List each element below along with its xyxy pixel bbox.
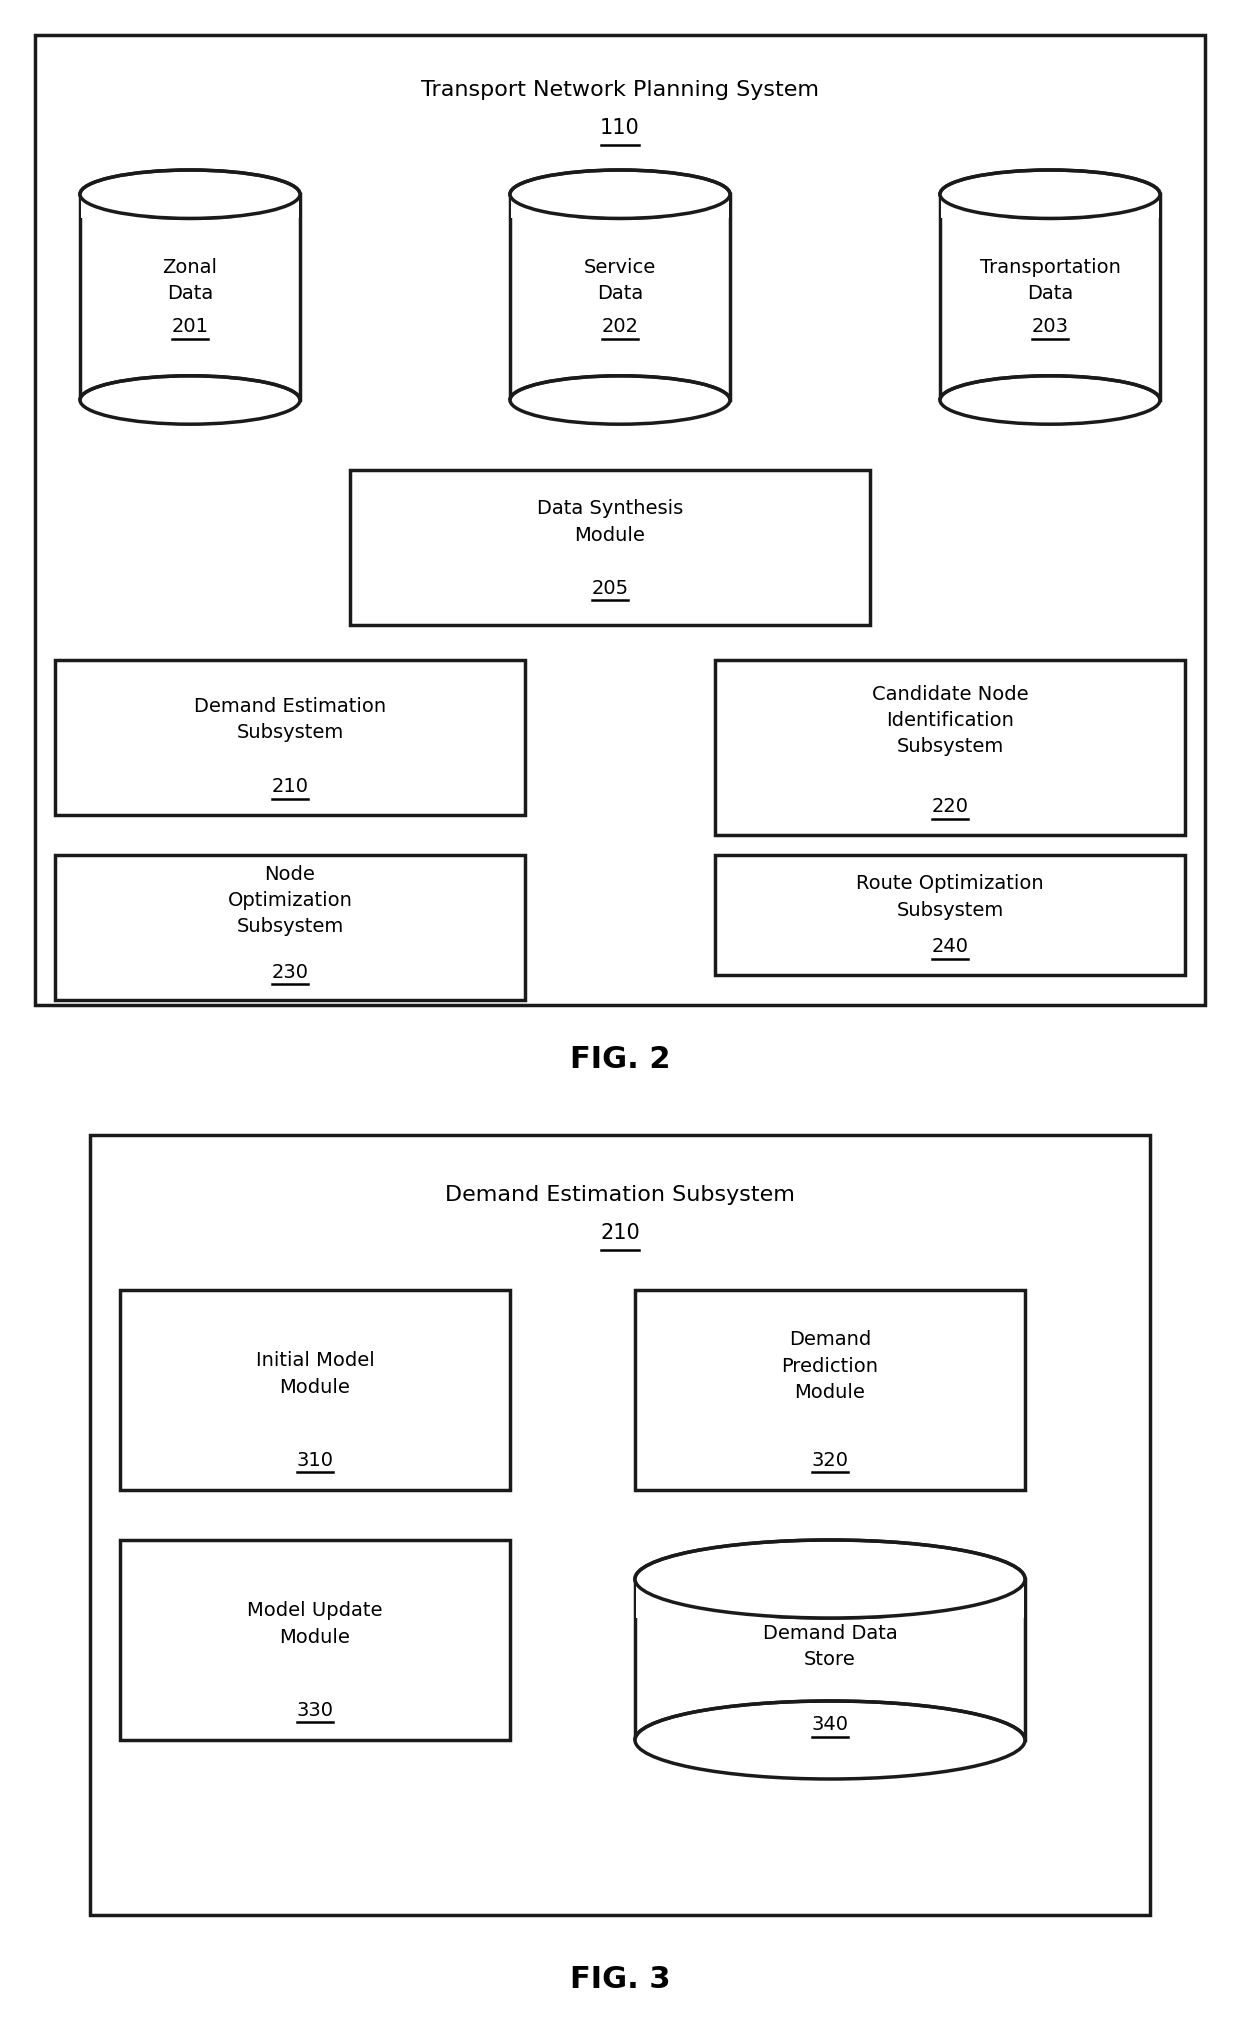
Bar [82,194,299,218]
Text: 201: 201 [171,318,208,336]
Text: 230: 230 [272,964,309,982]
Bar [91,1135,1149,1915]
Ellipse shape [940,169,1159,218]
Ellipse shape [81,169,300,218]
Ellipse shape [940,375,1159,424]
Text: 210: 210 [272,778,309,796]
Text: FIG. 2: FIG. 2 [569,1045,671,1073]
Text: Model Update
Module: Model Update Module [247,1601,383,1646]
Bar [715,856,1185,976]
Text: 202: 202 [601,318,639,336]
Text: Demand Estimation
Subsystem: Demand Estimation Subsystem [193,697,386,741]
Bar [940,194,1159,399]
Bar [511,194,729,218]
Text: 110: 110 [600,118,640,139]
Text: Demand
Prediction
Module: Demand Prediction Module [781,1330,878,1401]
Bar [55,660,525,815]
Text: Transport Network Planning System: Transport Network Planning System [422,79,818,100]
Ellipse shape [635,1540,1025,1617]
Text: Candidate Node
Identification
Subsystem: Candidate Node Identification Subsystem [872,684,1028,756]
Bar [81,194,300,399]
Text: 320: 320 [811,1450,848,1469]
Bar [715,660,1185,835]
Ellipse shape [510,375,730,424]
Text: 205: 205 [591,579,629,597]
Bar [941,194,1158,218]
Text: Service
Data: Service Data [584,259,656,304]
Ellipse shape [510,169,730,218]
Text: FIG. 3: FIG. 3 [569,1966,671,1994]
Ellipse shape [635,1701,1025,1778]
Text: Data Synthesis
Module: Data Synthesis Module [537,499,683,544]
Text: Demand Estimation Subsystem: Demand Estimation Subsystem [445,1186,795,1206]
Text: 310: 310 [296,1450,334,1469]
Text: 330: 330 [296,1701,334,1719]
Text: Transportation
Data: Transportation Data [980,259,1121,304]
Text: Initial Model
Module: Initial Model Module [255,1351,374,1397]
Text: 240: 240 [931,937,968,957]
Text: 220: 220 [931,799,968,817]
Bar [635,1289,1025,1489]
Bar [120,1540,510,1740]
Bar [350,471,870,625]
Bar [120,1289,510,1489]
Bar [55,856,525,1000]
Ellipse shape [81,375,300,424]
Text: 210: 210 [600,1222,640,1243]
Text: Demand Data
Store: Demand Data Store [763,1623,898,1670]
Bar [35,35,1205,1004]
Bar [510,194,730,399]
Text: Node
Optimization
Subsystem: Node Optimization Subsystem [228,864,352,937]
Text: 203: 203 [1032,318,1069,336]
Text: Zonal
Data: Zonal Data [162,259,217,304]
Bar [635,1579,1025,1740]
Text: Route Optimization
Subsystem: Route Optimization Subsystem [856,874,1044,921]
Text: 340: 340 [811,1715,848,1733]
Bar [636,1579,1024,1617]
